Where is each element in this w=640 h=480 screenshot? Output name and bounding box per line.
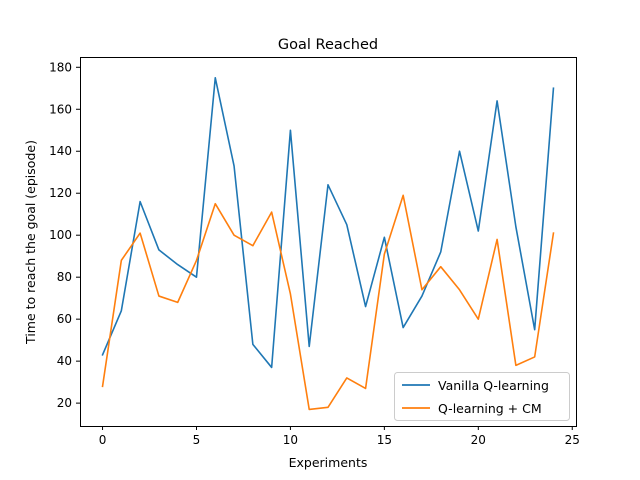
x-tick-label: 20	[471, 433, 486, 447]
x-tick-label: 15	[377, 433, 392, 447]
x-tick-label: 25	[565, 433, 580, 447]
y-axis-label: Time to reach the goal (episode)	[23, 140, 38, 345]
x-axis-label: Experiments	[289, 455, 368, 470]
legend-label-vanilla: Vanilla Q-learning	[438, 378, 549, 393]
plot-area-frame	[80, 57, 577, 427]
y-tick-label: 80	[57, 270, 72, 284]
x-tick-label: 5	[193, 433, 201, 447]
y-tick-label: 160	[49, 102, 72, 116]
legend: Vanilla Q-learning Q-learning + CM	[394, 372, 570, 421]
y-tick-label: 40	[57, 354, 72, 368]
chart-title: Goal Reached	[278, 37, 378, 53]
ticks-layer: 0 5 10 15 20 25 20 40 60 80 100 120 140 160 180	[49, 60, 580, 447]
y-tick-label: 140	[49, 144, 72, 158]
x-tick-label: 0	[99, 433, 107, 447]
x-tick-label: 10	[283, 433, 298, 447]
legend-box	[394, 372, 570, 421]
legend-label-cm: Q-learning + CM	[438, 401, 542, 416]
series-line-cm	[101, 194, 555, 411]
y-tick-label: 120	[49, 186, 72, 200]
y-tick-label: 100	[49, 228, 72, 242]
y-tick-label: 20	[57, 396, 72, 410]
series-line-vanilla	[101, 76, 555, 369]
y-tick-label: 60	[57, 312, 72, 326]
series-layer	[101, 76, 555, 411]
y-tick-label: 180	[49, 60, 72, 74]
